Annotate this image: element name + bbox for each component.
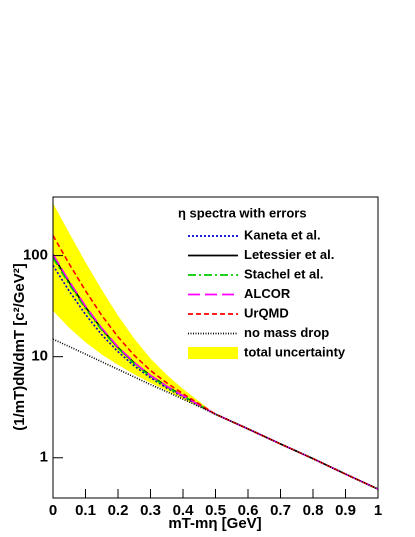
x-tick-label: 0.9 — [335, 502, 356, 519]
legend-swatch — [188, 347, 238, 359]
x-tick-label: 0 — [49, 502, 57, 519]
y-axis-label: (1/mT)dN/dmT [c²/GeV²] — [11, 263, 28, 431]
legend-label: UrQMD — [244, 305, 289, 320]
legend-label: total uncertainty — [244, 344, 346, 359]
x-tick-label: 0.4 — [173, 502, 195, 519]
x-tick-label: 0.2 — [108, 502, 129, 519]
y-tick-label: 1 — [40, 449, 48, 466]
series-line — [53, 264, 378, 490]
series-line — [53, 253, 378, 490]
legend-label: Letessier et al. — [244, 247, 334, 262]
x-axis-label: mT-mη [GeV] — [168, 515, 261, 532]
legend-label: Stachel et al. — [244, 266, 323, 281]
x-tick-label: 0.3 — [140, 502, 161, 519]
x-tick-label: 0.5 — [205, 502, 226, 519]
y-tick-label: 100 — [23, 247, 48, 264]
series-line — [53, 235, 378, 490]
x-tick-label: 1 — [374, 502, 382, 519]
legend-title: η spectra with errors — [178, 205, 307, 220]
x-tick-label: 0.7 — [270, 502, 291, 519]
x-tick-label: 0.8 — [303, 502, 324, 519]
y-tick-label: 10 — [31, 348, 48, 365]
legend-label: ALCOR — [244, 286, 291, 301]
series-line — [53, 338, 378, 490]
x-tick-label: 0.1 — [75, 502, 96, 519]
x-tick-label: 0.6 — [238, 502, 259, 519]
legend-label: Kaneta et al. — [244, 227, 321, 242]
legend-label: no mass drop — [244, 325, 329, 340]
